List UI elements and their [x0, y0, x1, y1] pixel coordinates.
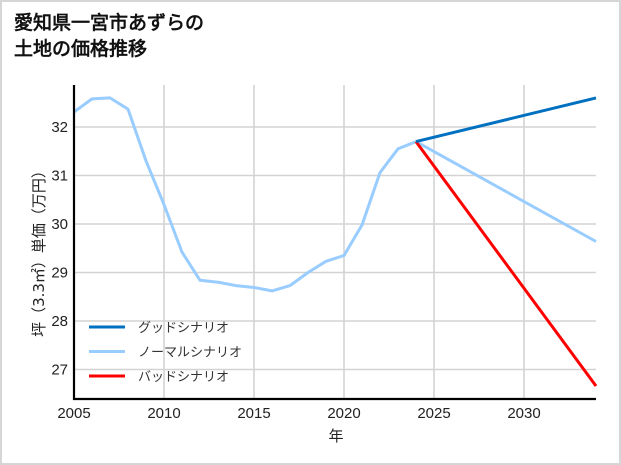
x-axis-label: 年: [328, 427, 343, 445]
y-tick-label: 29: [51, 265, 68, 282]
y-axis-ticks: 27 28 29 30 31 32: [51, 119, 68, 379]
chart-title: 愛知県一宮市あずらの 土地の価格推移: [14, 10, 204, 62]
series-line: [415, 140, 597, 243]
x-tick-label: 2005: [57, 405, 90, 422]
y-tick-label: 28: [51, 313, 68, 330]
axes: [72, 85, 596, 401]
chart-title-line2: 土地の価格推移: [14, 38, 148, 60]
y-tick-label: 27: [51, 362, 68, 379]
legend-label: ノーマルシナリオ: [138, 346, 242, 361]
x-tick-label: 2015: [237, 405, 270, 422]
chart-title-line1: 愛知県一宮市あずらの: [14, 12, 205, 34]
y-tick-label: 31: [51, 168, 68, 185]
data-lines: [73, 96, 598, 387]
x-tick-label: 2030: [507, 405, 540, 422]
x-tick-label: 2020: [327, 405, 360, 422]
grid-lines: [74, 85, 596, 399]
series-line: [414, 140, 598, 387]
x-axis-ticks: 2005 2010 2015 2020 2025 2030: [57, 405, 540, 422]
y-tick-label: 32: [51, 119, 68, 136]
series-line: [415, 96, 597, 144]
y-axis-label: 坪（3.3㎡）単価（万円）: [30, 163, 48, 337]
y-tick-label: 30: [51, 216, 68, 233]
series-line: [73, 96, 417, 293]
legend-label: グッドシナリオ: [138, 321, 229, 336]
legend-label: バッドシナリオ: [138, 370, 229, 385]
x-tick-label: 2010: [147, 405, 180, 422]
x-tick-label: 2025: [417, 405, 450, 422]
